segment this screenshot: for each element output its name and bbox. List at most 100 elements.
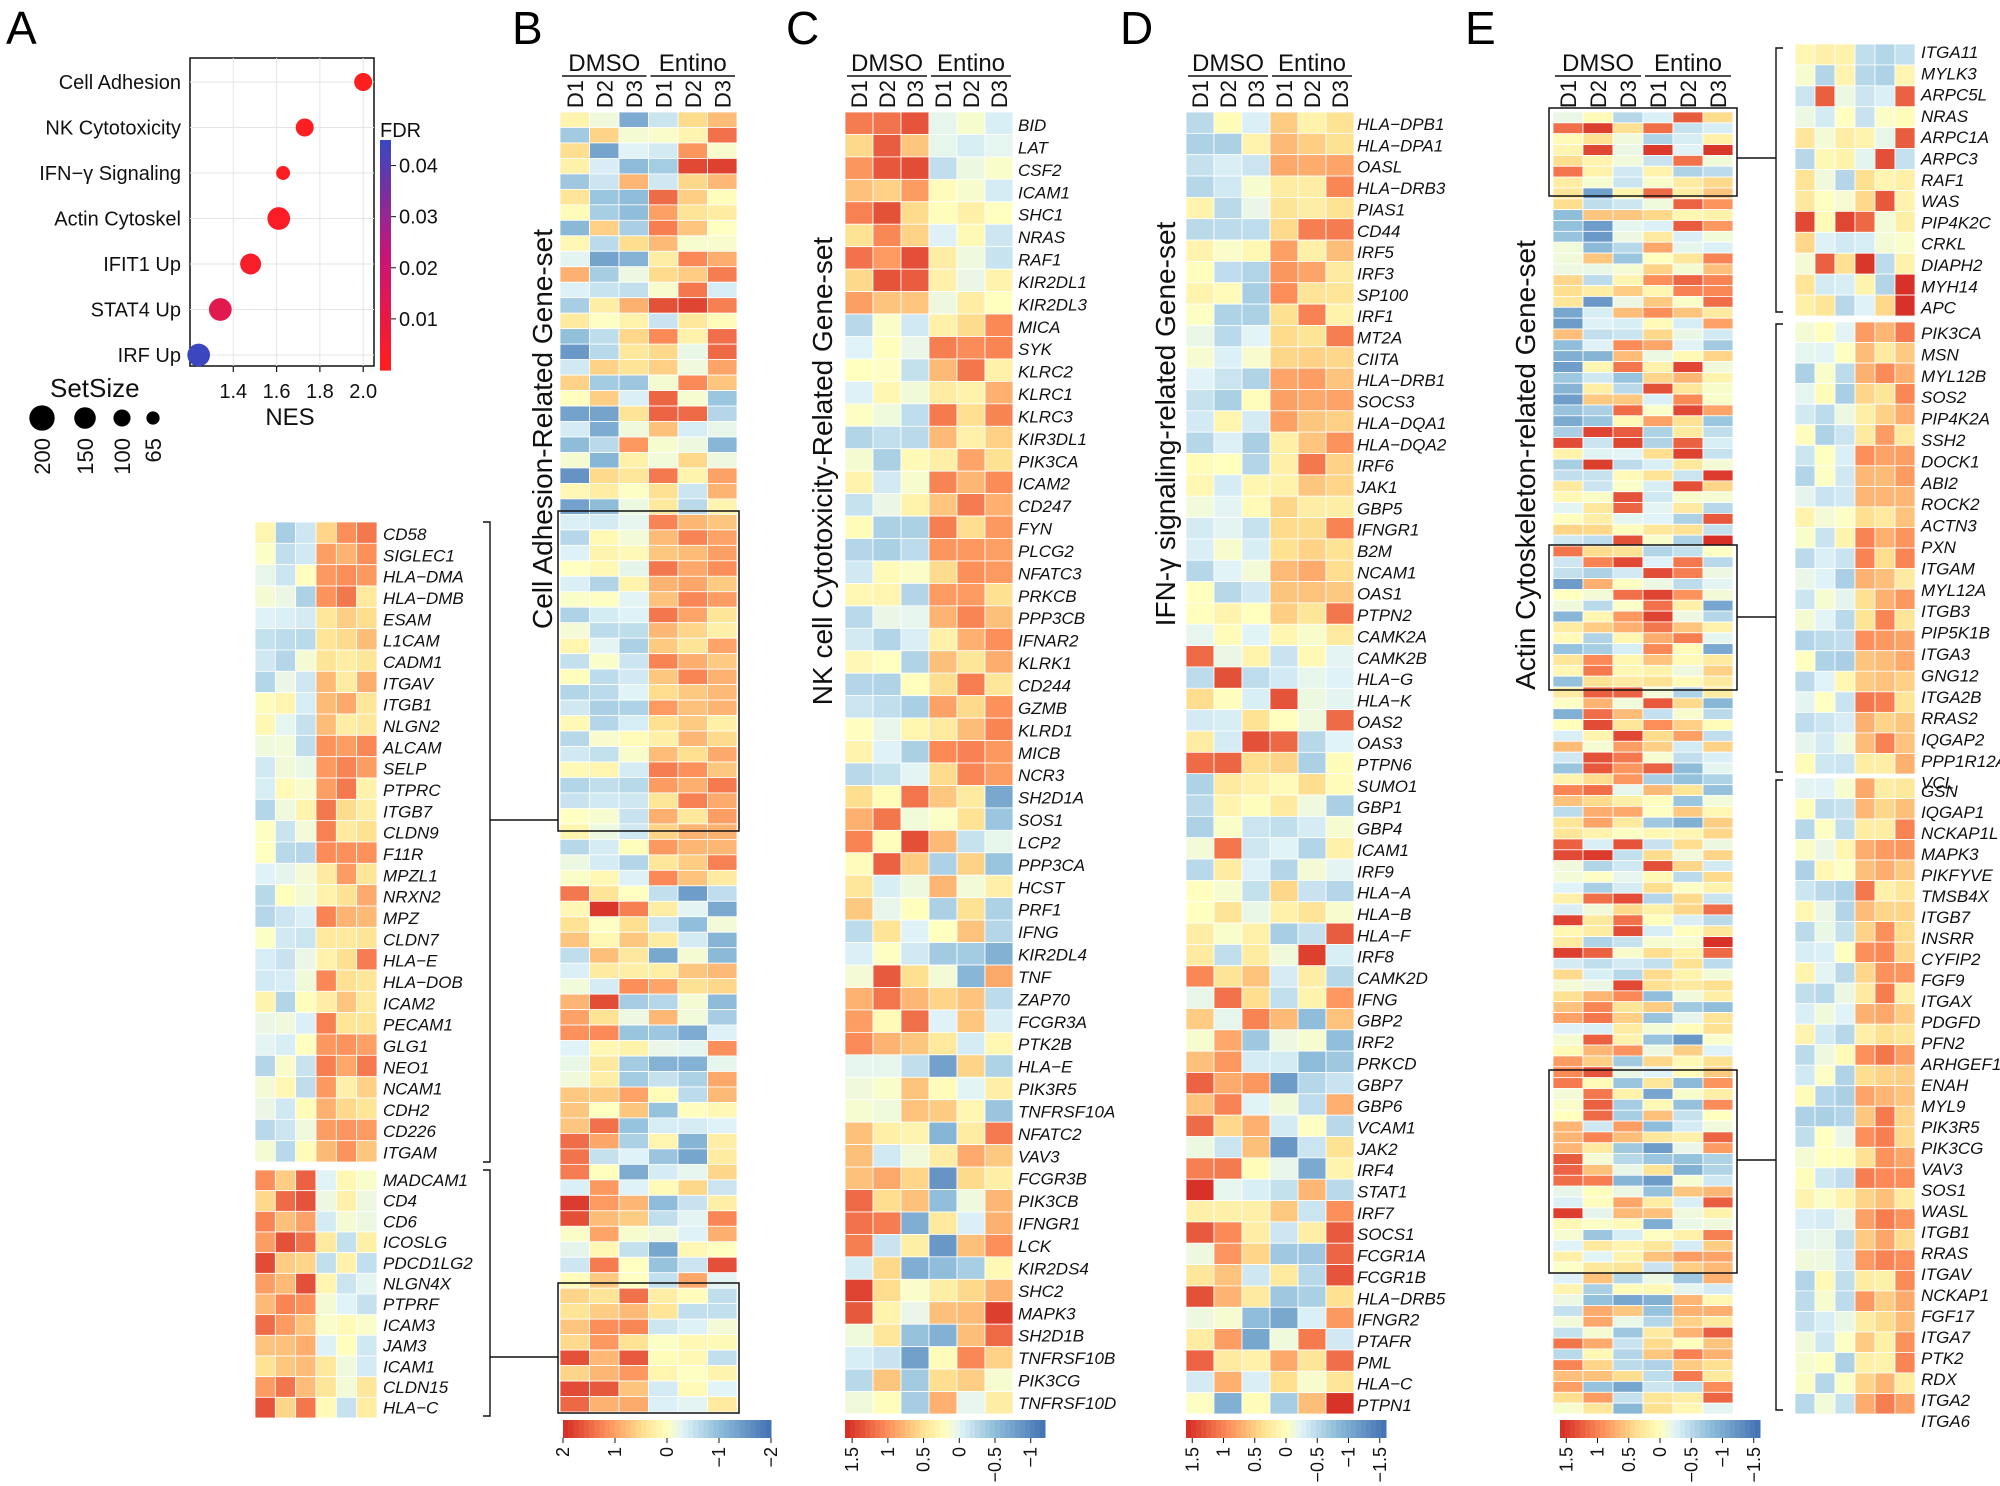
gene-label: MSN: [1921, 345, 1960, 364]
heatmap-cell: [618, 436, 649, 453]
heatmap-cell: [677, 513, 708, 531]
heatmap-cell: [1854, 629, 1876, 652]
heatmap-cell: [1297, 132, 1327, 156]
heatmap-cell: [1794, 321, 1816, 343]
heatmap-cell: [648, 312, 679, 330]
heatmap-cell: [618, 777, 649, 794]
heatmap-cell: [1269, 410, 1299, 433]
heatmap-cell: [707, 622, 738, 639]
heatmap-cell: [1582, 1207, 1614, 1220]
heatmap-cell: [648, 761, 679, 778]
heatmap-cell: [254, 862, 276, 886]
heatmap-cell: [707, 885, 738, 902]
heatmap-cell: [1854, 1331, 1876, 1353]
heatmap-cell: [1642, 1250, 1674, 1263]
heatmap-cell: [1582, 827, 1614, 840]
heatmap-cell: [1642, 382, 1674, 395]
heatmap-cell: [677, 1194, 708, 1212]
heatmap-cell: [1185, 773, 1215, 796]
heatmap-cell: [984, 1076, 1014, 1101]
heatmap-cell: [1213, 1008, 1243, 1031]
gene-label: PIP5K1B: [1921, 624, 1990, 643]
heatmap-cell: [677, 127, 708, 144]
heatmap-cell: [1672, 1131, 1704, 1144]
heatmap-cell: [1702, 252, 1734, 265]
heatmap-cell: [1582, 610, 1614, 623]
heatmap-cell: [1612, 1044, 1644, 1057]
heatmap-cell: [1612, 751, 1644, 764]
gene-label: ARHGEF12: [1920, 1055, 2000, 1074]
heatmap-cell: [1672, 241, 1704, 254]
colorbar-segment: [980, 1420, 986, 1438]
heatmap-cell: [1612, 513, 1644, 525]
column-label: D2: [592, 80, 617, 108]
gene-label: PTPRC: [383, 781, 441, 800]
heatmap-cell: [315, 564, 337, 587]
heatmap-cell: [559, 575, 590, 593]
heatmap-cell: [1794, 1023, 1816, 1046]
heatmap-cell: [1794, 362, 1816, 385]
heatmap-cell: [1297, 986, 1327, 1009]
heatmap-cell: [900, 358, 930, 382]
heatmap-cell: [1794, 273, 1816, 296]
heatmap-cell: [1213, 1114, 1243, 1137]
heatmap-cell: [1894, 485, 1916, 508]
heatmap-cell: [1854, 1044, 1876, 1066]
heatmap-cell: [1185, 837, 1215, 860]
heatmap-cell: [707, 467, 738, 484]
heatmap-cell: [254, 756, 276, 779]
gene-label: HLA−F: [1357, 926, 1412, 945]
heatmap-cell: [1582, 350, 1614, 362]
heatmap-cell: [1834, 148, 1856, 170]
colorbar-tick-label: −0.5: [1307, 1447, 1327, 1483]
heatmap-cell: [1672, 1077, 1704, 1089]
heatmap-cell: [1642, 111, 1674, 124]
heatmap-cell: [1642, 317, 1674, 330]
colorbar-segment: [1735, 1420, 1741, 1438]
gene-label: CADM1: [383, 653, 443, 672]
heatmap-cell: [900, 448, 930, 472]
heatmap-cell: [1582, 947, 1614, 959]
heatmap-cell: [1672, 187, 1704, 200]
heatmap-cell: [1582, 361, 1614, 373]
heatmap-cell: [956, 134, 986, 158]
colorbar-tick-label: 0: [1276, 1447, 1296, 1457]
heatmap-cell: [356, 692, 378, 715]
heatmap-cell: [1702, 697, 1734, 710]
gene-label: MADCAM1: [383, 1171, 468, 1190]
heatmap-cell: [589, 560, 620, 577]
heatmap-cell: [274, 1376, 297, 1398]
bracket-e2: [1775, 323, 1783, 773]
fdr-colorbar-segment: [380, 201, 391, 210]
gene-label: HLA−C: [1357, 1375, 1413, 1394]
heatmap-cell: [928, 538, 958, 562]
heatmap-cell: [1297, 389, 1327, 412]
heatmap-cell: [1874, 982, 1896, 1005]
heatmap-cell: [1834, 839, 1856, 861]
heatmap-cell: [1552, 643, 1584, 655]
heatmap-cell: [648, 405, 679, 422]
heatmap-cell: [1894, 711, 1916, 734]
heatmap-cell: [1834, 609, 1856, 631]
heatmap-cell: [984, 874, 1014, 899]
heatmap-cell: [928, 1121, 958, 1146]
heatmap-cell: [559, 1009, 590, 1026]
heatmap-cell: [1672, 458, 1704, 471]
heatmap-cell: [274, 521, 297, 544]
gene-label: KLRC3: [1018, 407, 1073, 426]
colorbar-segment: [1700, 1420, 1706, 1438]
heatmap-cell: [335, 1210, 358, 1233]
gene-label: ACTN3: [1920, 517, 1977, 536]
heatmap-cell: [1874, 1331, 1896, 1353]
heatmap-cell: [1794, 85, 1816, 108]
heatmap-cell: [648, 250, 679, 268]
heatmap-cell: [559, 637, 590, 655]
heatmap-cell: [335, 969, 358, 992]
heatmap-cell: [559, 452, 590, 469]
heatmap-cell: [295, 713, 317, 736]
gene-label: SUMO1: [1357, 777, 1417, 796]
heatmap-cell: [707, 343, 738, 361]
heatmap-cell: [707, 1256, 738, 1274]
heatmap-cell: [1185, 1008, 1215, 1031]
heatmap-cell: [618, 1225, 649, 1243]
